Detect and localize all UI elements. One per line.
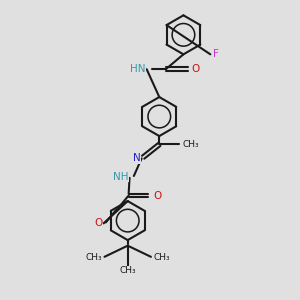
Text: CH₃: CH₃ bbox=[85, 253, 102, 262]
Text: O: O bbox=[94, 218, 103, 228]
Text: CH₃: CH₃ bbox=[182, 140, 199, 149]
Text: HN: HN bbox=[130, 64, 146, 74]
Text: O: O bbox=[154, 190, 162, 200]
Text: NH: NH bbox=[113, 172, 129, 182]
Text: N: N bbox=[133, 153, 141, 164]
Text: O: O bbox=[192, 64, 200, 74]
Text: CH₃: CH₃ bbox=[119, 266, 136, 275]
Text: F: F bbox=[213, 49, 219, 59]
Text: CH₃: CH₃ bbox=[154, 253, 170, 262]
